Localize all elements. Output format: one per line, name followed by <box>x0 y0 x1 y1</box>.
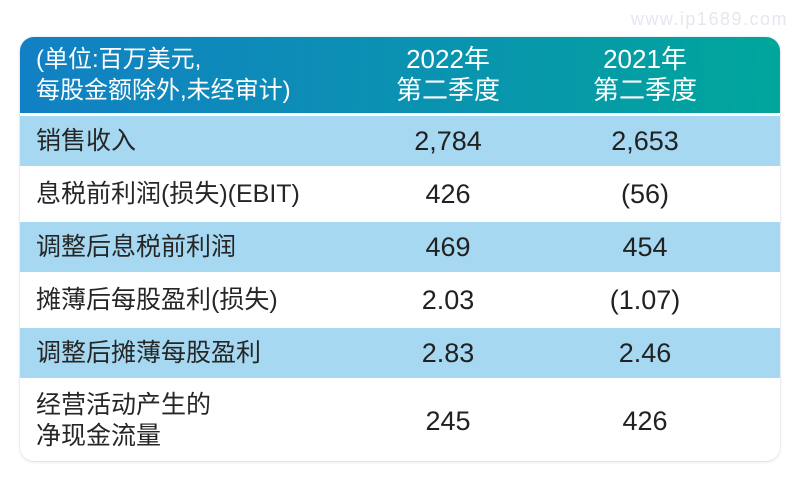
unit-note-line2: 每股金额除外,未经审计) <box>36 77 291 104</box>
value-2022: 2,784 <box>414 125 482 156</box>
value-2021: 454 <box>622 231 668 262</box>
column-header-2021-q2: 2021年 第二季度 <box>540 44 750 106</box>
table-row-sales-revenue: 销售收入 2,784 2,653 <box>20 113 780 166</box>
value-2022: 426 <box>425 178 471 209</box>
row-label: 调整后息税前利润 <box>36 232 237 261</box>
value-2022: 2.83 <box>421 337 475 368</box>
unit-note-line1: (单位:百万美元, <box>36 46 202 73</box>
value-2022: 469 <box>425 231 471 262</box>
column-header-2021-quarter: 第二季度 <box>592 75 697 105</box>
table-row-adjusted-diluted-eps: 调整后摊薄每股盈利 2.83 2.46 <box>20 325 780 378</box>
column-header-2022-quarter: 第二季度 <box>395 75 500 105</box>
value-2021: 2.46 <box>618 337 672 368</box>
table-row-operating-cash-flow: 经营活动产生的 净现金流量 245 426 <box>20 378 780 461</box>
row-label: 摊薄后每股盈利(损失) <box>36 285 278 314</box>
row-label: 息税前利润(损失)(EBIT) <box>36 179 300 208</box>
value-2021: 2,653 <box>611 125 679 156</box>
value-2021: (56) <box>620 178 669 209</box>
column-header-2021-year: 2021年 <box>603 44 687 74</box>
table-header-row: (单位:百万美元, 每股金额除外,未经审计) 2022年 第二季度 2021年 … <box>20 37 780 113</box>
value-2022: 2.03 <box>421 284 475 315</box>
row-label: 调整后摊薄每股盈利 <box>36 338 262 367</box>
row-label: 经营活动产生的 净现金流量 <box>36 391 212 450</box>
financial-summary-table: (单位:百万美元, 每股金额除外,未经审计) 2022年 第二季度 2021年 … <box>20 37 780 461</box>
value-2021: (1.07) <box>609 284 681 315</box>
table-row-ebit: 息税前利润(损失)(EBIT) 426 (56) <box>20 166 780 219</box>
unit-note: (单位:百万美元, 每股金额除外,未经审计) <box>20 44 356 106</box>
row-label: 销售收入 <box>36 126 137 155</box>
value-2022: 245 <box>425 405 471 436</box>
table-row-diluted-eps: 摊薄后每股盈利(损失) 2.03 (1.07) <box>20 272 780 325</box>
column-header-2022-year: 2022年 <box>406 44 490 74</box>
column-header-2022-q2: 2022年 第二季度 <box>356 44 540 106</box>
watermark: www.ip1689.com <box>630 9 788 29</box>
table-row-adjusted-ebit: 调整后息税前利润 469 454 <box>20 219 780 272</box>
value-2021: 426 <box>622 405 668 436</box>
